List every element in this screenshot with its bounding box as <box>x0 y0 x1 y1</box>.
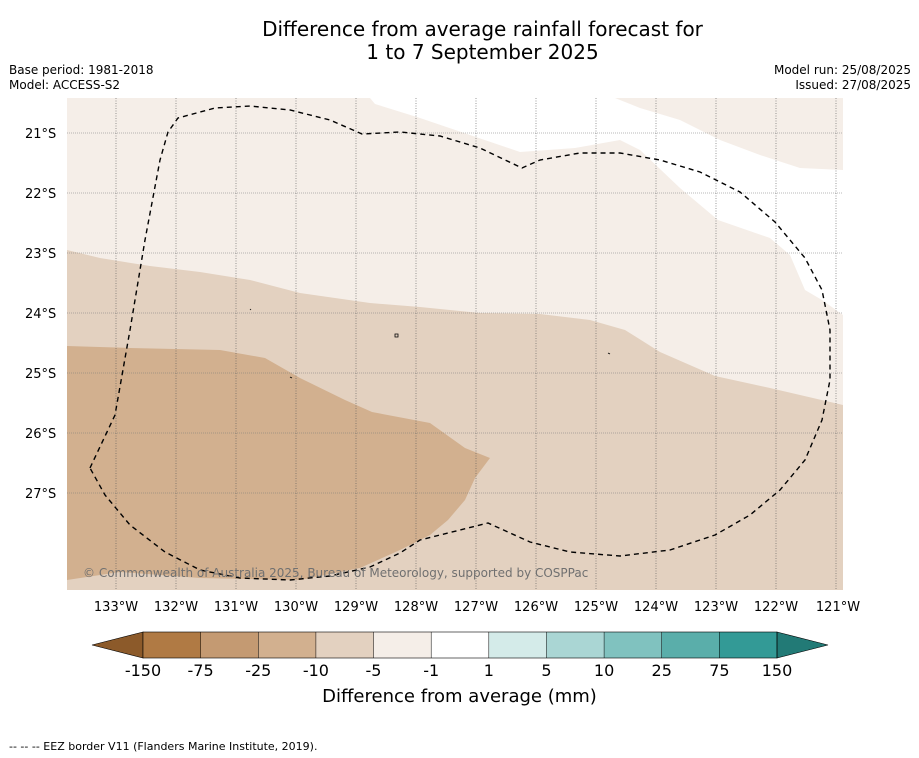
meta-left: Base period: 1981-2018 Model: ACCESS-S2 <box>9 63 154 93</box>
colorbar-title: Difference from average (mm) <box>322 686 597 707</box>
longitude-labels: 133°W 132°W 131°W 130°W 129°W 128°W 127°… <box>94 600 860 615</box>
colorbar-segment <box>546 632 605 658</box>
issued-text: Issued: 27/08/2025 <box>795 78 911 92</box>
lat-label: 24°S <box>25 307 56 322</box>
lon-label: 131°W <box>214 600 258 615</box>
colorbar-tick-label: 5 <box>541 661 551 680</box>
base-period-text: Base period: 1981-2018 <box>9 63 154 77</box>
title-line-1: Difference from average rainfall forecas… <box>262 17 703 41</box>
colorbar-segment <box>200 632 259 658</box>
lat-label: 26°S <box>25 427 56 442</box>
lon-label: 125°W <box>574 600 618 615</box>
eez-legend-note: -- -- -- EEZ border V11 (Flanders Marine… <box>9 740 318 753</box>
colorbar-tick-label: 1 <box>484 661 494 680</box>
colorbar-segment <box>143 632 201 658</box>
colorbar-tick-label: -75 <box>188 661 214 680</box>
colorbar-tick-labels: -150 -75 -25 -10 -5 -1 1 5 10 25 75 150 <box>125 661 792 680</box>
lon-label: 121°W <box>816 600 860 615</box>
medium-brown-region <box>67 346 490 580</box>
lat-label: 21°S <box>25 127 56 142</box>
colorbar-segment <box>373 632 432 658</box>
colorbar-low-arrow <box>91 631 144 659</box>
colorbar-segment <box>315 632 374 658</box>
eez-border <box>89 105 831 581</box>
colorbar-tick-label: 25 <box>652 661 672 680</box>
colorbar-segment <box>488 632 547 658</box>
lon-label: 129°W <box>334 600 378 615</box>
colorbar-tick-label: -25 <box>245 661 271 680</box>
colorbar-tick-label: 10 <box>594 661 614 680</box>
lat-label: 22°S <box>25 187 56 202</box>
lat-label: 25°S <box>25 367 56 382</box>
colorbar-tick-label: -10 <box>303 661 329 680</box>
lon-label: 126°W <box>514 600 558 615</box>
lon-label: 132°W <box>154 600 198 615</box>
colorbar-tick-label: -1 <box>423 661 439 680</box>
lat-label: 23°S <box>25 247 56 262</box>
lat-label: 27°S <box>25 487 56 502</box>
lon-label: 123°W <box>694 600 738 615</box>
colorbar-segments <box>143 632 778 658</box>
model-text: Model: ACCESS-S2 <box>9 78 121 92</box>
colorbar-segment <box>604 632 663 658</box>
colorbar-segment <box>719 632 778 658</box>
latitude-labels: 21°S 22°S 23°S 24°S 25°S 26°S 27°S <box>25 127 56 502</box>
colorbar-segment <box>431 632 490 658</box>
map-title: Difference from average rainfall forecas… <box>0 18 919 64</box>
colorbar-tick-label: -5 <box>366 661 382 680</box>
meta-right: Model run: 25/08/2025 Issued: 27/08/2025 <box>774 63 911 93</box>
colorbar-frame <box>142 631 778 659</box>
colorbar-tick-label: 150 <box>762 661 793 680</box>
lon-label: 133°W <box>94 600 138 615</box>
lon-label: 127°W <box>454 600 498 615</box>
model-run-text: Model run: 25/08/2025 <box>773 63 911 77</box>
colorbar-tick-label: 75 <box>709 661 729 680</box>
colorbar-tick-label: -150 <box>125 661 161 680</box>
lon-label: 122°W <box>754 600 798 615</box>
island-markers <box>249 308 611 379</box>
colorbar: -150 -75 -25 -10 -5 -1 1 5 10 25 75 150 <box>91 631 829 680</box>
colorbar-segment <box>258 632 317 658</box>
parallel-lines <box>67 132 843 494</box>
copyright-notice: © Commonwealth of Australia 2025, Bureau… <box>83 566 588 580</box>
lon-label: 130°W <box>274 600 318 615</box>
near-average-region-top <box>370 98 843 315</box>
title-line-2: 1 to 7 September 2025 <box>366 40 599 64</box>
colorbar-high-arrow <box>776 631 829 659</box>
lon-label: 128°W <box>394 600 438 615</box>
colorbar-segment <box>661 632 720 658</box>
lon-label: 124°W <box>634 600 678 615</box>
map-area: © Commonwealth of Australia 2025, Bureau… <box>67 98 843 590</box>
